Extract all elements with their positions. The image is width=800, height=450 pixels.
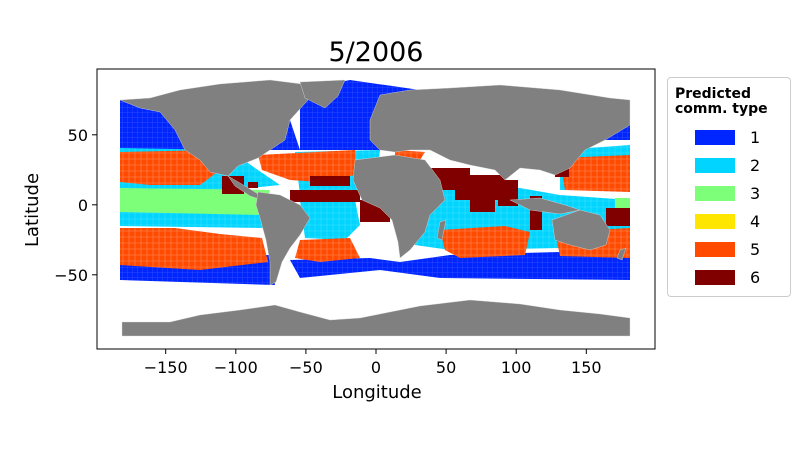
legend-item: 6 <box>668 267 792 289</box>
x-tick-label: 50 <box>436 358 456 377</box>
x-tick-label: −50 <box>289 358 323 377</box>
community-5-north <box>120 150 630 192</box>
land-layer <box>119 79 631 337</box>
north-america <box>119 79 311 177</box>
legend-swatch <box>695 214 735 229</box>
x-tick-label: 100 <box>501 358 532 377</box>
y-axis-label: Latitude <box>22 173 43 247</box>
y-axis-ticks: 50 0 −50 <box>54 126 97 285</box>
new-zealand <box>616 247 627 261</box>
legend-label: 1 <box>750 128 761 147</box>
legend-item: 1 <box>668 127 792 149</box>
legend-swatch <box>695 130 735 145</box>
community-3-band <box>120 188 630 215</box>
africa <box>352 154 446 259</box>
legend-item: 4 <box>668 211 792 233</box>
eurasia <box>369 84 631 181</box>
legend-label: 5 <box>750 240 761 259</box>
legend-swatch <box>695 242 735 257</box>
legend-label: 4 <box>750 212 761 231</box>
legend-item: 5 <box>668 239 792 261</box>
australia <box>551 209 611 251</box>
legend-swatch <box>695 158 735 173</box>
x-tick-label: −100 <box>214 358 258 377</box>
madagascar <box>436 219 447 241</box>
y-tick-label: 0 <box>78 196 88 215</box>
x-tick-label: 150 <box>571 358 602 377</box>
map-title: 5/2006 <box>329 37 424 68</box>
legend-title-line2: comm. type <box>675 101 768 117</box>
x-axis-ticks: −150 −100 −50 0 50 100 150 <box>144 349 602 377</box>
x-tick-label: −150 <box>144 358 188 377</box>
y-tick-label: 50 <box>68 126 88 145</box>
legend-item: 2 <box>668 155 792 177</box>
antarctica <box>121 299 631 337</box>
legend: Predicted comm. type 1 2 3 4 5 6 <box>667 77 791 297</box>
x-axis-label: Longitude <box>332 382 422 403</box>
south-america <box>255 191 311 286</box>
x-tick-label: 0 <box>371 358 381 377</box>
legend-swatch <box>695 270 735 285</box>
legend-title: Predicted comm. type <box>675 87 768 117</box>
legend-title-line1: Predicted <box>675 86 751 102</box>
legend-item: 3 <box>668 183 792 205</box>
legend-label: 2 <box>750 156 761 175</box>
legend-label: 3 <box>750 184 761 203</box>
legend-swatch <box>695 186 735 201</box>
community-5-south <box>120 226 630 270</box>
legend-label: 6 <box>750 268 761 287</box>
greenland <box>299 79 346 109</box>
y-tick-label: −50 <box>54 266 88 285</box>
map-area <box>119 79 631 337</box>
